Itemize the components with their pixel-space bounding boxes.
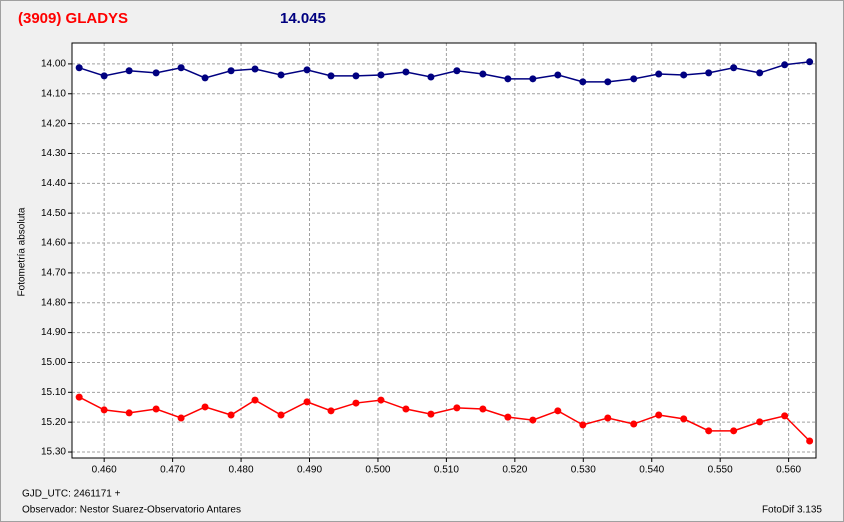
y-tick-label: 14.60: [41, 238, 66, 249]
x-tick-label: 0.510: [434, 465, 459, 476]
data-point: [227, 411, 235, 419]
x-tick-label: 0.560: [776, 465, 801, 476]
data-point: [479, 405, 487, 413]
y-tick-label: 14.50: [41, 208, 66, 219]
y-tick-label: 15.20: [41, 417, 66, 428]
data-point: [327, 72, 335, 80]
series-line: [78, 396, 811, 442]
plot-border: [71, 42, 817, 459]
y-tick-label: 14.00: [41, 59, 66, 70]
data-point: [453, 67, 461, 75]
y-tick-label: 14.90: [41, 327, 66, 338]
data-point: [630, 420, 638, 428]
chart-title: (3909) GLADYS: [18, 10, 128, 27]
data-point: [427, 410, 435, 418]
y-tick-label: 14.20: [41, 118, 66, 129]
data-point: [479, 70, 487, 78]
data-point: [680, 71, 688, 79]
y-tick-label: 14.30: [41, 148, 66, 159]
data-point: [352, 72, 360, 80]
data-point: [377, 396, 385, 404]
data-point: [277, 71, 285, 79]
data-point: [377, 71, 385, 79]
plot-area: [72, 43, 816, 458]
data-point: [554, 71, 562, 79]
data-point: [655, 411, 663, 419]
data-point: [806, 437, 814, 445]
data-point: [75, 64, 83, 72]
x-tick-label: 0.520: [502, 465, 527, 476]
data-point: [504, 75, 512, 83]
data-point: [781, 412, 789, 420]
data-point: [402, 405, 410, 413]
data-point: [277, 411, 285, 419]
data-point: [705, 69, 713, 77]
data-point: [100, 406, 108, 414]
footer-right: FotoDif 3.135: [762, 505, 822, 516]
chart-subtitle: 14.045: [280, 10, 326, 27]
data-point: [201, 74, 209, 82]
data-point: [177, 64, 185, 72]
data-point: [680, 415, 688, 423]
data-point: [604, 414, 612, 422]
data-point: [756, 69, 764, 77]
y-tick-label: 15.00: [41, 357, 66, 368]
y-tick-label: 15.10: [41, 387, 66, 398]
data-point: [152, 405, 160, 413]
x-tick-label: 0.540: [639, 465, 664, 476]
data-point: [75, 393, 83, 401]
data-point: [655, 70, 663, 78]
data-point: [806, 58, 814, 66]
data-point: [227, 67, 235, 75]
data-point: [554, 407, 562, 415]
data-point: [453, 404, 461, 412]
data-point: [529, 416, 537, 424]
data-point: [327, 407, 335, 415]
y-axis-label: Fotometría absoluta: [17, 207, 28, 296]
x-axis-label: GJD_UTC: 2461171 +: [22, 489, 121, 500]
y-tick-label: 14.70: [41, 268, 66, 279]
x-tick-label: 0.550: [708, 465, 733, 476]
data-point: [152, 69, 160, 77]
x-tick-label: 0.500: [365, 465, 390, 476]
data-point: [125, 409, 133, 417]
series-line: [78, 61, 810, 83]
x-tick-label: 0.460: [92, 465, 117, 476]
data-point: [100, 72, 108, 80]
data-point: [579, 78, 587, 86]
x-tick-label: 0.480: [229, 465, 254, 476]
data-point: [529, 75, 537, 83]
data-point: [579, 421, 587, 429]
y-tick-label: 14.80: [41, 297, 66, 308]
data-point: [730, 64, 738, 72]
data-point: [705, 427, 713, 435]
y-tick-label: 15.30: [41, 447, 66, 458]
data-point: [251, 65, 259, 73]
data-point: [303, 66, 311, 74]
data-point: [201, 403, 209, 411]
footer-left: Observador: Nestor Suarez-Observatorio A…: [22, 505, 241, 516]
x-tick-label: 0.530: [571, 465, 596, 476]
data-point: [177, 414, 185, 422]
data-point: [781, 61, 789, 69]
data-point: [630, 75, 638, 83]
data-point: [125, 67, 133, 75]
data-point: [730, 427, 738, 435]
y-tick-label: 14.40: [41, 178, 66, 189]
x-tick-label: 0.470: [160, 465, 185, 476]
data-point: [756, 418, 764, 426]
data-point: [352, 399, 360, 407]
data-point: [427, 73, 435, 81]
data-point: [604, 78, 612, 86]
y-tick-label: 14.10: [41, 88, 66, 99]
data-point: [303, 398, 311, 406]
data-point: [504, 413, 512, 421]
x-tick-label: 0.490: [297, 465, 322, 476]
data-point: [402, 68, 410, 76]
data-point: [251, 396, 259, 404]
